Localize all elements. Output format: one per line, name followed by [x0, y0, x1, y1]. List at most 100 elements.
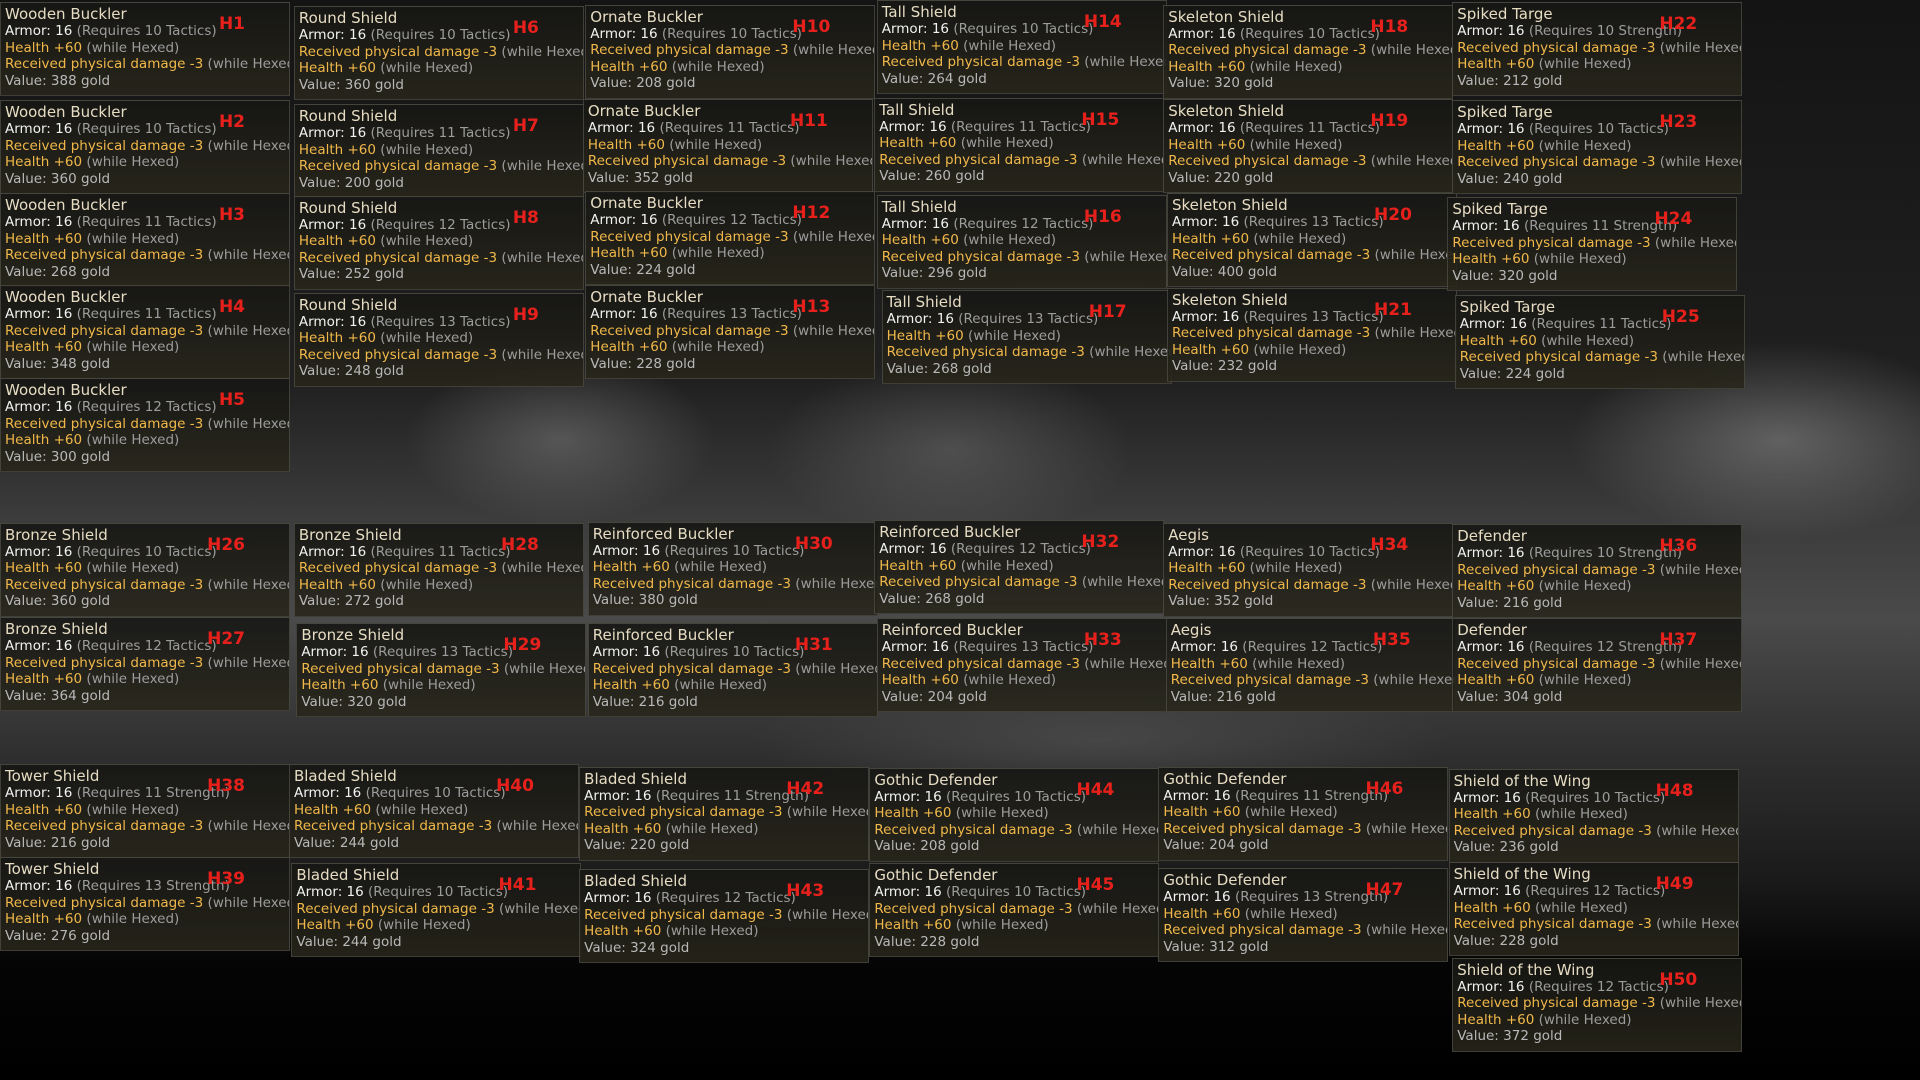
item-tooltip: Spiked Targe H25 Armor: 16 (Requires 11 Ta…	[1454, 295, 1745, 390]
mod: Received physical damage -3	[301, 660, 500, 677]
armor: Armor: 16	[296, 884, 364, 901]
mod-condition: (while Hexed)	[955, 805, 1049, 822]
mod-condition: (while Hexed)	[1253, 341, 1347, 358]
item-value: Value: 296 gold	[881, 265, 987, 282]
mod-line: Health +60 (while Hexed)	[299, 60, 579, 77]
mod-condition: (while Hexed)	[1249, 560, 1343, 577]
item-name: Reinforced Buckler	[881, 621, 1023, 640]
armor-line: Armor: 16 (Requires 13 Tactics)	[1172, 309, 1452, 326]
mod: Health +60	[298, 330, 376, 347]
item-tooltip: Round Shield H7 Armor: 16 (Requires 11 Tac…	[293, 104, 584, 199]
item-tag: H25	[1661, 307, 1700, 328]
item-tag: H31	[794, 635, 833, 656]
mod-condition: (while Hexed)	[86, 154, 180, 171]
mod-condition: (while Hexed)	[86, 671, 180, 688]
item-tooltip: Bladed Shield H41 Armor: 16 (Requires 10 T…	[291, 863, 582, 958]
mod-line: Received physical damage -3 (while Hexed…	[5, 818, 289, 835]
item-tooltip: Reinforced Buckler H31 Armor: 16 (Requires…	[587, 623, 878, 718]
mod: Received physical damage -3	[298, 560, 498, 577]
item-tag: H30	[794, 533, 833, 554]
armor: Armor: 16	[298, 313, 367, 330]
mod-condition: (while Hexed)	[671, 245, 765, 262]
requirement: (Requires 10 Tactics)	[76, 543, 217, 560]
mod-condition: (while Hexed)	[1076, 821, 1158, 838]
mod-condition: (while Hexed)	[1081, 574, 1163, 591]
item-name: Defender	[1457, 527, 1527, 546]
mod-line: Received physical damage -3 (while Hexed…	[874, 901, 1158, 918]
mod-line: Received physical damage -3 (while Hexed…	[1172, 247, 1456, 264]
armor: Armor: 16	[881, 215, 950, 232]
requirement: (Requires 11 Tactics)	[370, 125, 511, 142]
mod-condition: (while Hexed)	[207, 415, 289, 432]
mod-condition: (while Hexed)	[786, 804, 868, 821]
mod-line: Health +60 (while Hexed)	[1172, 342, 1452, 359]
requirement: (Requires 12 Tactics)	[655, 890, 796, 907]
armor-line: Armor: 16 (Requires 13 Tactics)	[301, 644, 581, 661]
mod: Health +60	[1457, 1011, 1535, 1028]
item-tooltip: Tower Shield H38 Armor: 16 (Requires 11 St…	[0, 764, 290, 859]
armor: Armor: 16	[5, 399, 73, 416]
mod-condition: (while Hexed)	[1370, 576, 1452, 593]
requirement: (Requires 11 Strength)	[1234, 787, 1389, 804]
armor: Armor: 16	[1457, 978, 1525, 995]
item-name: Wooden Buckler	[5, 196, 127, 215]
item-tag: H23	[1659, 112, 1698, 133]
mod: Health +60	[879, 557, 957, 574]
item-tag: H18	[1370, 16, 1409, 37]
mod-condition: (while Hexed)	[1373, 672, 1454, 689]
item-tag: H3	[218, 205, 245, 226]
mod-line: Received physical damage -3 (while Hexed…	[5, 654, 289, 672]
mod-line: Received physical damage -3 (while Hexed…	[1168, 153, 1452, 170]
armor-line: Armor: 16 (Requires 13 Strength)	[1163, 889, 1443, 906]
mod-condition: (while Hexed)	[207, 818, 289, 835]
mod-line: Health +60 (while Hexed)	[882, 672, 1162, 689]
mod: Health +60	[1452, 251, 1530, 268]
mod-line: Health +60 (while Hexed)	[5, 560, 285, 577]
item-tooltip: Skeleton Shield H19 Armor: 16 (Requires 11…	[1163, 99, 1454, 194]
item-tooltip: Spiked Targe H23 Armor: 16 (Requires 10 Ta…	[1452, 100, 1743, 195]
item-tag: H20	[1374, 205, 1412, 226]
item-name: Shield of the Wing	[1457, 960, 1595, 979]
armor-line: Armor: 16 (Requires 10 Tactics)	[593, 644, 873, 661]
mod-condition: (while Hexed)	[1244, 804, 1338, 821]
armor-line: Armor: 16 (Requires 11 Tactics)	[299, 544, 579, 561]
item-name: Tall Shield	[886, 293, 962, 312]
item-value: Value: 352 gold	[587, 169, 693, 186]
requirement: (Requires 10 Strength)	[1528, 545, 1683, 562]
mod: Health +60	[874, 805, 952, 822]
requirement: (Requires 11 Tactics)	[370, 543, 511, 560]
item-tag: H7	[512, 116, 539, 137]
item-value: Value: 320 gold	[1452, 267, 1558, 284]
mod-line: Health +60 (while Hexed)	[299, 330, 579, 347]
mod-condition: (while Hexed)	[1374, 325, 1455, 342]
item-value: Value: 212 gold	[1457, 72, 1563, 89]
item-tooltip: Tall Shield H17 Armor: 16 (Requires 13 Tac…	[881, 290, 1172, 385]
armor-line: Armor: 16 (Requires 12 Tactics)	[1454, 883, 1734, 900]
armor: Armor: 16	[1457, 639, 1525, 656]
item-name: Ornate Buckler	[590, 7, 703, 26]
mod-line: Received physical damage -3 (while Hexed…	[587, 153, 872, 170]
mod: Health +60	[1453, 899, 1531, 916]
armor-line: Armor: 16 (Requires 12 Tactics)	[299, 217, 579, 234]
mod: Health +60	[1453, 806, 1531, 823]
mod-line: Health +60 (while Hexed)	[882, 38, 1162, 55]
armor: Armor: 16	[590, 25, 658, 42]
mod: Health +60	[881, 672, 959, 689]
item-tag: H5	[218, 390, 245, 411]
item-value: Value: 240 gold	[1457, 170, 1563, 187]
mod: Received physical damage -3	[587, 153, 787, 170]
mod: Received physical damage -3	[5, 654, 204, 671]
mod-line: Received physical damage -3 (while Hexed…	[887, 344, 1171, 361]
mod-condition: (while Hexed)	[501, 560, 582, 577]
mod: Received physical damage -3	[298, 249, 498, 266]
requirement: (Requires 10 Tactics)	[945, 788, 1087, 805]
mod-condition: (while Hexed)	[1534, 806, 1628, 823]
mod: Received physical damage -3	[293, 818, 493, 835]
armor-line: Armor: 16 (Requires 12 Tactics)	[879, 541, 1159, 558]
mod-condition: (while Hexed)	[1659, 154, 1741, 171]
mod: Health +60	[881, 232, 959, 249]
armor-line: Armor: 16 (Requires 13 Tactics)	[590, 306, 870, 323]
armor-line: Armor: 16 (Requires 12 Tactics)	[590, 212, 870, 229]
item-name: Bladed Shield	[293, 767, 397, 786]
armor-line: Armor: 16 (Requires 12 Tactics)	[584, 890, 864, 907]
